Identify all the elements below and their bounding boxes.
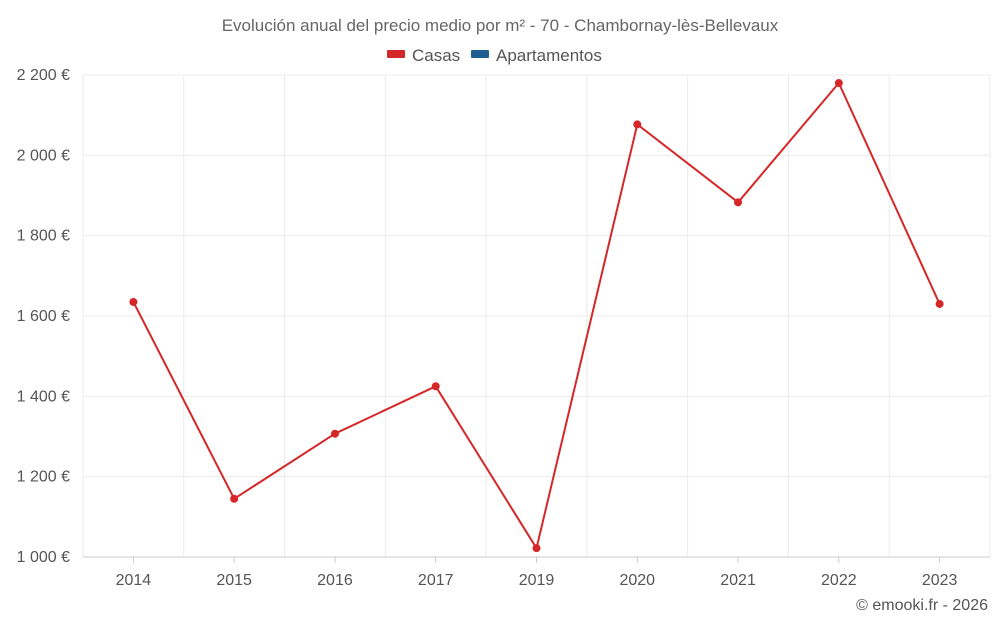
x-tick-label: 2021 xyxy=(720,572,756,589)
y-tick-label: 1 800 € xyxy=(17,228,70,245)
x-axis: 2014 2015 2016 2017 2019 2020 2021 2022 2023 xyxy=(83,556,990,589)
credit: © emooki.fr - 2026 xyxy=(856,597,988,614)
y-tick-label: 1 200 € xyxy=(17,469,70,486)
y-tick-label: 2 200 € xyxy=(17,67,70,84)
x-tick-label: 2014 xyxy=(116,572,152,589)
x-tick-label: 2016 xyxy=(317,572,353,589)
legend-item-casas[interactable]: Casas xyxy=(387,46,460,65)
y-tick-label: 2 000 € xyxy=(17,147,70,164)
data-point[interactable] xyxy=(330,429,339,438)
legend-label-apartamentos: Apartamentos xyxy=(496,46,602,65)
x-tick-label: 2020 xyxy=(619,572,655,589)
legend-item-apartamentos[interactable]: Apartamentos xyxy=(471,46,602,65)
legend-label-casas: Casas xyxy=(412,46,460,65)
x-tick-label: 2017 xyxy=(418,572,454,589)
data-point[interactable] xyxy=(230,494,239,503)
data-point[interactable] xyxy=(633,120,642,129)
legend-swatch-apartamentos xyxy=(471,50,489,58)
x-tick-label: 2015 xyxy=(216,572,252,589)
data-point[interactable] xyxy=(431,382,440,391)
legend-swatch-casas xyxy=(387,50,405,58)
series-casas xyxy=(129,79,944,553)
x-tick-label: 2023 xyxy=(922,572,958,589)
grid xyxy=(82,74,991,557)
data-point[interactable] xyxy=(734,198,743,207)
data-point[interactable] xyxy=(935,299,944,308)
x-tick-label: 2019 xyxy=(519,572,555,589)
data-point[interactable] xyxy=(834,79,843,88)
data-point[interactable] xyxy=(532,544,541,553)
legend: Casas Apartamentos xyxy=(387,46,602,65)
chart-title: Evolución anual del precio medio por m² … xyxy=(222,16,779,35)
y-tick-label: 1 000 € xyxy=(17,549,70,566)
data-point[interactable] xyxy=(129,297,138,306)
y-axis: 1 000 € 1 200 € 1 400 € 1 600 € 1 800 € 2 000… xyxy=(17,67,70,566)
y-tick-label: 1 600 € xyxy=(17,308,70,325)
y-tick-label: 1 400 € xyxy=(17,388,70,405)
x-tick-label: 2022 xyxy=(821,572,857,589)
